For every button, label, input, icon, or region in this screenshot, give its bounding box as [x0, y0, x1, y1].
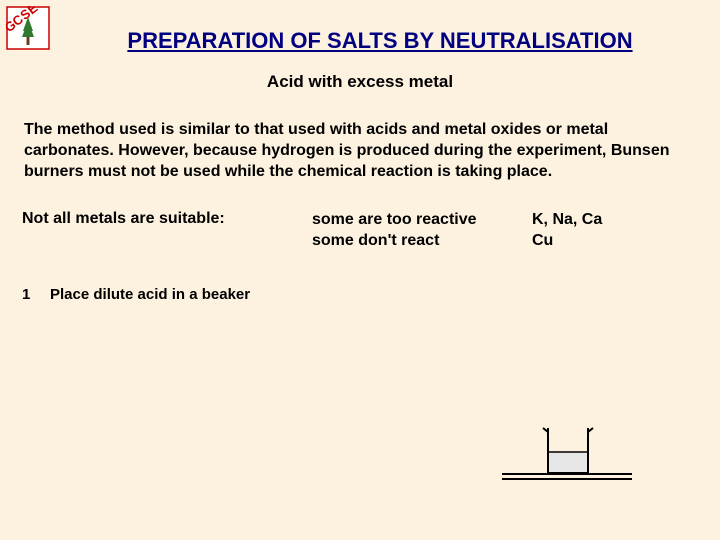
slide: G C S E PREPARATION OF SALTS BY NEUTRALI… [0, 0, 720, 540]
reason-2: some don't react [312, 231, 532, 252]
suitability-examples: K, Na, Ca Cu [532, 210, 652, 252]
example-2: Cu [532, 231, 652, 252]
beaker-diagram [502, 426, 632, 482]
body-paragraph: The method used is similar to that used … [22, 120, 698, 182]
suitability-row: Not all metals are suitable: some are to… [22, 210, 698, 252]
slide-subtitle: Acid with excess metal [22, 72, 698, 92]
step-number: 1 [22, 286, 50, 303]
step-row: 1 Place dilute acid in a beaker [22, 286, 698, 303]
reason-1: some are too reactive [312, 210, 532, 231]
slide-title: PREPARATION OF SALTS BY NEUTRALISATION [62, 28, 698, 54]
example-1: K, Na, Ca [532, 210, 652, 231]
suitability-reasons: some are too reactive some don't react [312, 210, 532, 252]
step-text: Place dilute acid in a beaker [50, 286, 250, 303]
suitability-intro: Not all metals are suitable: [22, 210, 312, 252]
gcse-logo: G C S E [6, 6, 50, 50]
